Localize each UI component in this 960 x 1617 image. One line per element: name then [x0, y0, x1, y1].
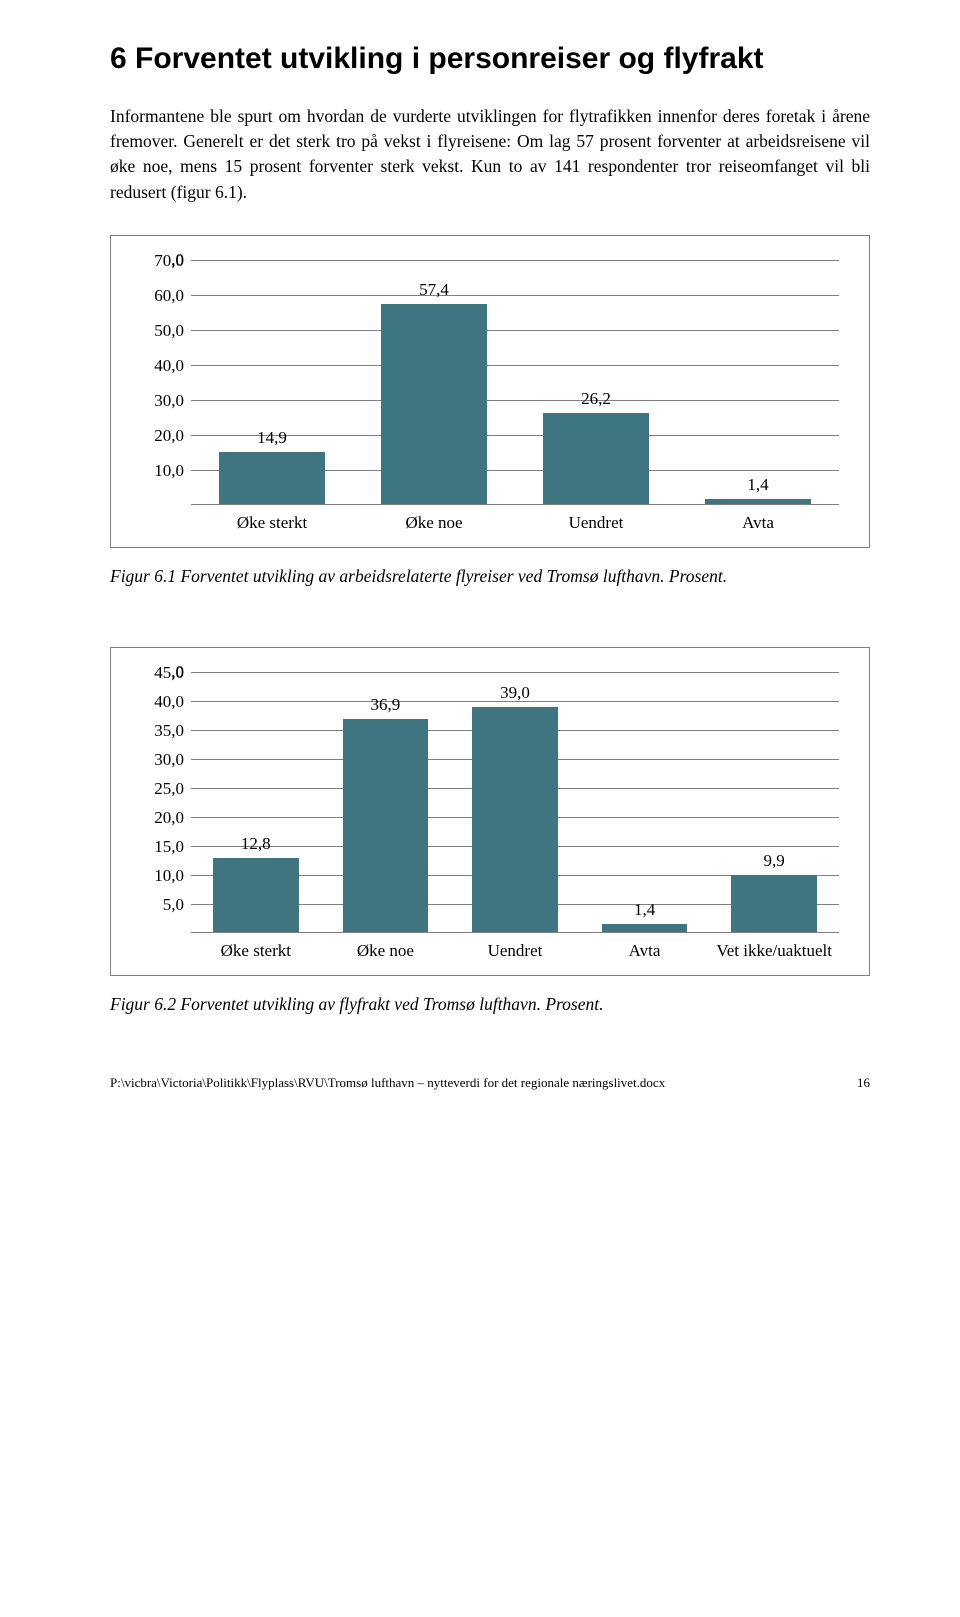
section-heading: 6 Forventet utvikling i personreiser og … [110, 40, 870, 78]
bar-value-label: 1,4 [602, 900, 688, 920]
bar: 1,4 [602, 924, 688, 932]
bars-container: 14,9 57,4 26,2 1,4 [191, 260, 839, 504]
bar-slot: 1,4 [677, 260, 839, 504]
bar-value-label: 26,2 [543, 389, 650, 409]
bar-value-label: 36,9 [343, 695, 429, 715]
x-tick-label: Uendret [515, 513, 677, 533]
bar-value-label: 14,9 [219, 428, 326, 448]
bar-value-label: 1,4 [705, 475, 812, 495]
bar-slot: 26,2 [515, 260, 677, 504]
x-tick-label: Øke noe [353, 513, 515, 533]
bar-slot: 57,4 [353, 260, 515, 504]
bar-value-label: 12,8 [213, 834, 299, 854]
bar-slot: 1,4 [580, 672, 710, 932]
body-paragraph: Informantene ble spurt om hvordan de vur… [110, 104, 870, 206]
chart-2-caption: Figur 6.2 Forventet utvikling av flyfrak… [110, 994, 870, 1015]
x-tick-label: Vet ikke/uaktuelt [709, 941, 839, 961]
page-footer: P:\vicbra\Victoria\Politikk\Flyplass\RVU… [110, 1075, 870, 1091]
bars-container: 12,8 36,9 39,0 1,4 9,9 [191, 672, 839, 932]
x-tick-label: Øke noe [321, 941, 451, 961]
bar: 57,4 [381, 304, 488, 504]
bar: 12,8 [213, 858, 299, 932]
bar: 26,2 [543, 413, 650, 504]
bar-value-label: 39,0 [472, 683, 558, 703]
chart-1-frame: 70,060,050,040,030,020,010,0,014,957,426… [110, 235, 870, 548]
bar-value-label: 9,9 [731, 851, 817, 871]
bar: 14,9 [219, 452, 326, 504]
chart-1-plot: 70,060,050,040,030,020,010,0,014,957,426… [191, 260, 839, 505]
chart-2-plot: 45,040,035,030,025,020,015,010,05,0,012,… [191, 672, 839, 933]
chart-1: 70,060,050,040,030,020,010,0,014,957,426… [141, 260, 839, 533]
x-tick-label: Avta [580, 941, 710, 961]
y-tick-label: ,0 [136, 662, 184, 942]
bar-slot: 14,9 [191, 260, 353, 504]
chart-1-x-labels: Øke sterktØke noeUendretAvta [191, 513, 839, 533]
y-tick-label: ,0 [136, 250, 184, 514]
x-tick-label: Øke sterkt [191, 513, 353, 533]
bar-slot: 12,8 [191, 672, 321, 932]
x-tick-label: Øke sterkt [191, 941, 321, 961]
bar-slot: 9,9 [709, 672, 839, 932]
x-tick-label: Uendret [450, 941, 580, 961]
bar-slot: 36,9 [321, 672, 451, 932]
footer-page-number: 16 [857, 1075, 870, 1091]
chart-2-frame: 45,040,035,030,025,020,015,010,05,0,012,… [110, 647, 870, 976]
bar: 39,0 [472, 707, 558, 932]
bar: 36,9 [343, 719, 429, 932]
footer-path: P:\vicbra\Victoria\Politikk\Flyplass\RVU… [110, 1075, 665, 1091]
bar: 9,9 [731, 875, 817, 932]
chart-2: 45,040,035,030,025,020,015,010,05,0,012,… [141, 672, 839, 961]
bar-value-label: 57,4 [381, 280, 488, 300]
x-tick-label: Avta [677, 513, 839, 533]
chart-2-x-labels: Øke sterktØke noeUendretAvtaVet ikke/uak… [191, 941, 839, 961]
chart-1-caption: Figur 6.1 Forventet utvikling av arbeids… [110, 566, 870, 587]
bar: 1,4 [705, 499, 812, 504]
bar-slot: 39,0 [450, 672, 580, 932]
